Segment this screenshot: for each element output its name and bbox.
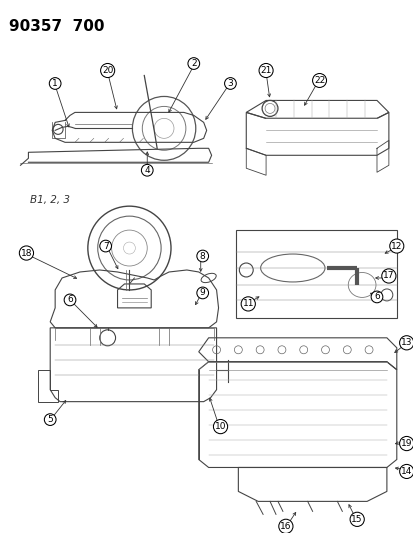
Text: 9: 9: [199, 288, 205, 297]
Text: 12: 12: [390, 241, 401, 251]
Text: 8: 8: [199, 252, 205, 261]
Text: 14: 14: [400, 467, 411, 476]
Text: 90357  700: 90357 700: [9, 19, 104, 34]
Text: 21: 21: [260, 66, 271, 75]
Text: 16: 16: [280, 522, 291, 531]
Text: 10: 10: [214, 422, 226, 431]
Text: 6: 6: [373, 293, 379, 302]
Text: 15: 15: [351, 515, 362, 524]
Text: 20: 20: [102, 66, 113, 75]
Text: 17: 17: [382, 271, 394, 280]
Text: 5: 5: [47, 415, 53, 424]
Text: 6: 6: [67, 295, 73, 304]
Text: B1, 2, 3: B1, 2, 3: [30, 195, 70, 205]
Text: 18: 18: [21, 248, 32, 257]
Text: 2: 2: [190, 59, 196, 68]
Text: 1: 1: [52, 79, 58, 88]
Text: 11: 11: [242, 300, 254, 309]
Text: 4: 4: [144, 166, 150, 175]
Text: 7: 7: [102, 241, 108, 251]
Text: 3: 3: [227, 79, 233, 88]
Text: 13: 13: [400, 338, 411, 348]
Text: 19: 19: [400, 439, 411, 448]
Text: 22: 22: [313, 76, 324, 85]
